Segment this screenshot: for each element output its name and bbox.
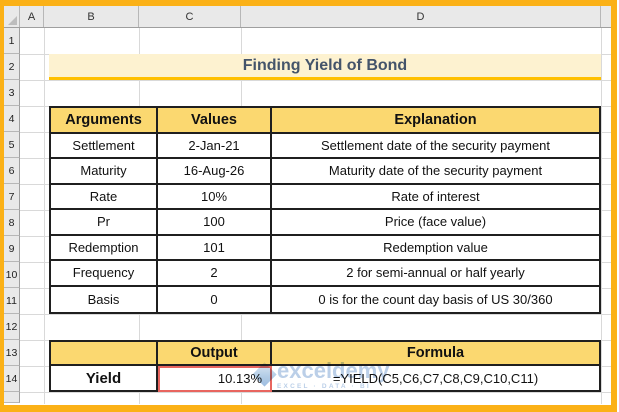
- arg-value-cell[interactable]: 100: [158, 210, 272, 236]
- arg-value-cell[interactable]: 10%: [158, 184, 272, 210]
- select-all-corner[interactable]: [4, 6, 20, 27]
- column-header-a[interactable]: A: [20, 6, 44, 27]
- row-header-partial[interactable]: [4, 392, 20, 403]
- gridline: [20, 80, 613, 81]
- row-header-12[interactable]: 12: [4, 314, 20, 340]
- row-header-6[interactable]: 6: [4, 158, 20, 184]
- row-header-8[interactable]: 8: [4, 210, 20, 236]
- arguments-table: Arguments Values Explanation Settlement …: [49, 106, 601, 314]
- arg-explanation-cell[interactable]: Settlement date of the security payment: [272, 133, 599, 159]
- row-header-1[interactable]: 1: [4, 28, 20, 54]
- result-header-empty-cell[interactable]: [51, 342, 158, 366]
- select-all-triangle-icon: [8, 16, 17, 25]
- result-header-formula[interactable]: Formula: [272, 342, 599, 366]
- arg-explanation-cell[interactable]: Redemption value: [272, 235, 599, 261]
- arg-name-cell[interactable]: Frequency: [51, 261, 158, 287]
- gridline: [601, 28, 602, 404]
- arg-name-cell[interactable]: Maturity: [51, 159, 158, 185]
- row-header-bar: 1 2 3 4 5 6 7 8 9 10 11 12 13 14: [4, 28, 20, 403]
- column-header-partial[interactable]: [601, 6, 613, 27]
- gridline: [20, 314, 613, 315]
- arg-name-cell[interactable]: Rate: [51, 184, 158, 210]
- header-cell-explanation[interactable]: Explanation: [272, 108, 599, 134]
- column-header-d[interactable]: D: [241, 6, 601, 27]
- arg-explanation-cell[interactable]: Rate of interest: [272, 184, 599, 210]
- column-header-c[interactable]: C: [139, 6, 241, 27]
- row-header-10[interactable]: 10: [4, 262, 20, 288]
- arg-explanation-cell[interactable]: Maturity date of the security payment: [272, 159, 599, 185]
- arg-explanation-cell[interactable]: 0 is for the count day basis of US 30/36…: [272, 286, 599, 312]
- row-header-3[interactable]: 3: [4, 80, 20, 106]
- arg-value-cell[interactable]: 0: [158, 286, 272, 312]
- arg-explanation-cell[interactable]: Price (face value): [272, 210, 599, 236]
- arg-value-cell[interactable]: 2-Jan-21: [158, 133, 272, 159]
- row-header-14[interactable]: 14: [4, 366, 20, 392]
- arg-explanation-cell[interactable]: 2 for semi-annual or half yearly: [272, 261, 599, 287]
- row-header-7[interactable]: 7: [4, 184, 20, 210]
- arg-value-cell[interactable]: 2: [158, 261, 272, 287]
- row-header-4[interactable]: 4: [4, 106, 20, 132]
- row-header-5[interactable]: 5: [4, 132, 20, 158]
- header-cell-arguments[interactable]: Arguments: [51, 108, 158, 134]
- arg-value-cell[interactable]: 16-Aug-26: [158, 159, 272, 185]
- result-table: Output Formula Yield 10.13% =YIELD(C5,C6…: [49, 340, 601, 392]
- page-title: Finding Yield of Bond: [242, 56, 408, 74]
- arg-name-cell[interactable]: Redemption: [51, 235, 158, 261]
- yield-label-cell[interactable]: Yield: [51, 366, 158, 390]
- arg-name-cell[interactable]: Pr: [51, 210, 158, 236]
- column-header-b[interactable]: B: [44, 6, 139, 27]
- yield-output-cell[interactable]: 10.13%: [158, 366, 272, 390]
- title-cell[interactable]: Finding Yield of Bond: [49, 54, 601, 80]
- result-header-output[interactable]: Output: [158, 342, 272, 366]
- row-header-2[interactable]: 2: [4, 54, 20, 80]
- arg-name-cell[interactable]: Basis: [51, 286, 158, 312]
- row-header-13[interactable]: 13: [4, 340, 20, 366]
- row-header-11[interactable]: 11: [4, 288, 20, 314]
- arg-name-cell[interactable]: Settlement: [51, 133, 158, 159]
- arg-value-cell[interactable]: 101: [158, 235, 272, 261]
- yield-formula-cell[interactable]: =YIELD(C5,C6,C7,C8,C9,C10,C11): [272, 366, 599, 390]
- column-header-bar: A B C D: [4, 6, 613, 28]
- gridline: [20, 392, 613, 393]
- gridline: [44, 28, 45, 404]
- row-header-9[interactable]: 9: [4, 236, 20, 262]
- header-cell-values[interactable]: Values: [158, 108, 272, 134]
